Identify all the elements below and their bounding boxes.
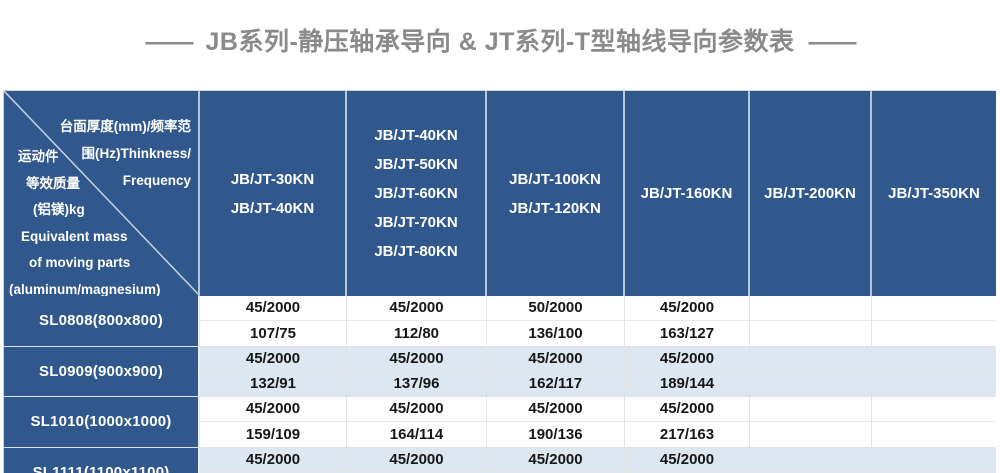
table-header-row: 台面厚度(mm)/频率范 围(Hz)Thinkness/ Frequency 运… [4, 91, 996, 296]
row-label: SL1010(1000x1000) [4, 397, 200, 447]
corner-line: of moving parts [29, 255, 131, 270]
table-cell [750, 346, 872, 372]
corner-line: (aluminum/magnesium) [9, 281, 161, 297]
column-header-jbjt-160kn: JB/JT-160KN [625, 91, 750, 296]
table-cell [872, 421, 996, 447]
corner-bottom-left-text: 运动件 等效质量 (铝镁)kg Equivalent mass of movin… [9, 144, 161, 296]
header-line: JB/JT-350KN [888, 185, 980, 202]
table-cell [750, 320, 872, 346]
table-cell: 45/2000 [347, 296, 487, 321]
page-title: —— JB系列-静压轴承导向 & JT系列-T型轴线导向参数表 —— [0, 22, 1000, 58]
table-cell: 45/2000 [625, 296, 750, 321]
header-line: JB/JT-40KN [230, 199, 315, 217]
column-header-jbjt-100-120kn: JB/JT-100KN JB/JT-120KN [487, 91, 625, 296]
column-header-jbjt-350kn: JB/JT-350KN [872, 91, 996, 296]
table-cell [872, 346, 996, 372]
table-cell [872, 320, 996, 346]
header-line: JB/JT-40KN [374, 127, 458, 144]
table-cell: 45/2000 [487, 447, 625, 473]
header-line: JB/JT-60KN [374, 185, 458, 202]
title-dash-left: —— [145, 28, 193, 56]
table-cell: 107/75 [200, 320, 347, 346]
corner-line: Frequency [122, 173, 191, 188]
table-cell [872, 296, 996, 321]
table-cell: 45/2000 [347, 346, 487, 372]
table-cell: 45/2000 [487, 397, 625, 422]
table-cell: 45/2000 [200, 296, 347, 321]
column-header-jbjt-30-40kn: JB/JT-30KN JB/JT-40KN [200, 91, 347, 296]
column-header-jbjt-200kn: JB/JT-200KN [750, 91, 872, 296]
corner-line: Equivalent mass [21, 228, 128, 244]
table-cell [750, 447, 872, 473]
table-cell: 45/2000 [625, 346, 750, 372]
table-cell [750, 397, 872, 422]
table-cell: 45/2000 [200, 397, 347, 422]
corner-line: (铝镁)kg [33, 202, 85, 217]
corner-line: 台面厚度(mm)/频率范 [59, 119, 191, 134]
table-cell [750, 371, 872, 396]
title-text: JB系列-静压轴承导向 & JT系列-T型轴线导向参数表 [205, 28, 795, 56]
table-cell: 189/144 [625, 371, 750, 396]
corner-line: 围(Hz)Thinkness/ [81, 146, 191, 161]
corner-line: 运动件 [18, 149, 59, 164]
header-line: JB/JT-70KN [374, 214, 458, 231]
row-label: SL0808(800x800) [4, 296, 200, 346]
table-cell: 45/2000 [347, 397, 487, 422]
table-cell: 45/2000 [625, 397, 750, 422]
table-cell: 45/2000 [347, 447, 487, 473]
table-row-sl0808: SL0808(800x800) 45/2000 45/2000 50/2000 … [4, 296, 996, 346]
table-cell [750, 421, 872, 447]
table-cell: 132/91 [200, 371, 347, 396]
table-cell: 164/114 [347, 421, 487, 447]
table-cell: 45/2000 [200, 346, 347, 372]
table-cell: 163/127 [625, 320, 750, 346]
table-cell: 45/2000 [200, 447, 347, 473]
table-cell: 190/136 [487, 421, 625, 447]
header-line: JB/JT-200KN [764, 185, 856, 202]
table-cell: 162/117 [487, 371, 625, 396]
title-dash-right: —— [808, 28, 857, 56]
table-cell [750, 296, 872, 321]
header-line: JB/JT-160KN [640, 185, 733, 202]
table-cell: 50/2000 [487, 296, 625, 321]
corner-line: 等效质量 [26, 175, 80, 191]
table-cell: 159/109 [200, 421, 347, 447]
parameter-table: 台面厚度(mm)/频率范 围(Hz)Thinkness/ Frequency 运… [3, 90, 996, 473]
table-cell: 137/96 [347, 371, 487, 396]
row-label: SL0909(900x900) [4, 346, 200, 396]
header-corner-cell: 台面厚度(mm)/频率范 围(Hz)Thinkness/ Frequency 运… [4, 91, 200, 296]
header-line: JB/JT-50KN [374, 156, 458, 173]
header-line: JB/JT-80KN [374, 243, 458, 260]
table-row-sl0909: SL0909(900x900) 45/2000 45/2000 45/2000 … [4, 345, 996, 396]
table-row-sl1010: SL1010(1000x1000) 45/2000 45/2000 45/200… [4, 396, 996, 447]
table-cell [872, 447, 996, 473]
diagonal-divider-icon [4, 91, 198, 295]
table-cell [872, 371, 996, 396]
header-line: JB/JT-120KN [509, 199, 601, 217]
table-cell: 112/80 [347, 320, 487, 346]
row-label: SL1111(1100x1100) [4, 447, 200, 473]
column-header-jbjt-40-80kn: JB/JT-40KN JB/JT-50KN JB/JT-60KN JB/JT-7… [347, 91, 487, 296]
corner-top-right-text: 台面厚度(mm)/频率范 围(Hz)Thinkness/ Frequency [60, 113, 191, 194]
header-line: JB/JT-100KN [509, 170, 601, 188]
table-cell: 45/2000 [487, 346, 625, 372]
table-cell [872, 397, 996, 422]
table-cell: 217/163 [625, 421, 750, 447]
header-line: JB/JT-30KN [230, 170, 315, 188]
table-cell: 136/100 [487, 320, 625, 346]
table-cell: 45/2000 [625, 447, 750, 473]
table-row-sl1111: SL1111(1100x1100) 45/2000 45/2000 45/200… [4, 446, 996, 473]
